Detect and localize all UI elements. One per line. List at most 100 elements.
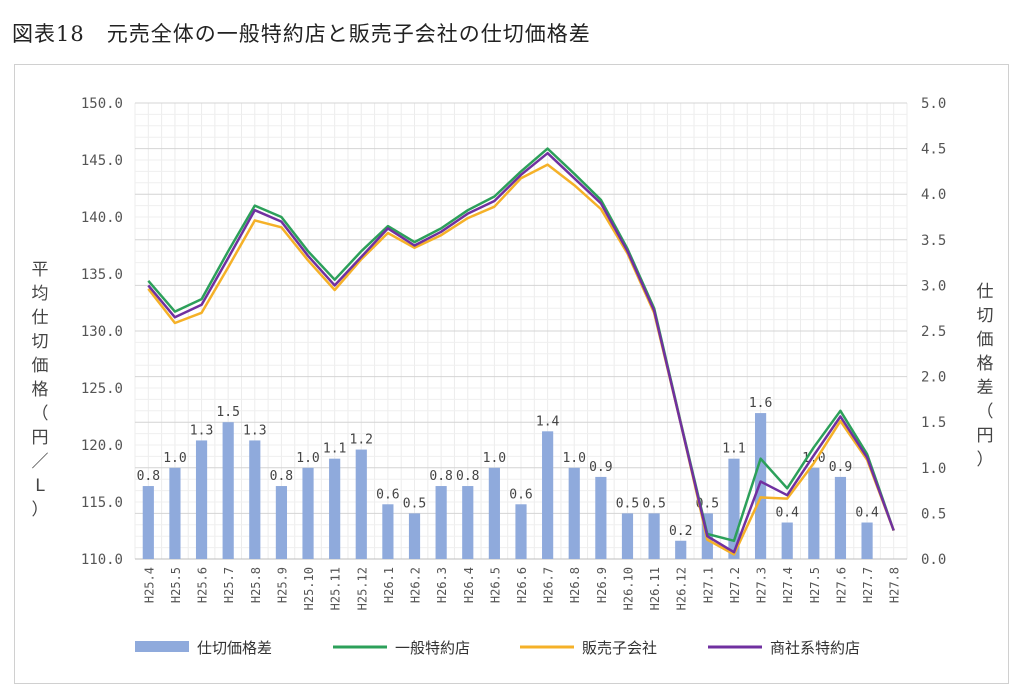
- bar-H25.9: [275, 486, 288, 559]
- x-tick-label: H27.2: [728, 567, 742, 603]
- combo-chart: 110.0 115.0 120.0 125.0 130.0 135.0 140.0 145.0…: [32, 96, 994, 657]
- line-一般特約店: [147, 147, 895, 543]
- bar-value-label: 0.8: [137, 469, 160, 484]
- bar-H25.10: [302, 467, 314, 559]
- bar-H25.5: [169, 467, 181, 559]
- legend-label: 商社系特約店: [770, 639, 860, 657]
- left-axis-tick-label: 145.0: [81, 153, 123, 169]
- right-axis-label-char: 円: [977, 426, 994, 446]
- bar-value-label: 0.8: [270, 469, 293, 484]
- chart-frame: 110.0 115.0 120.0 125.0 130.0 135.0 140.0 145.0…: [14, 64, 1009, 684]
- bar-H26.10: [621, 513, 634, 559]
- right-axis-label-char: 切: [977, 306, 994, 326]
- line-販売子会社: [147, 163, 895, 556]
- x-tick-label: H27.8: [888, 567, 902, 603]
- left-axis-label-char: 価: [32, 356, 49, 376]
- left-axis-label-char: 仕: [32, 308, 49, 328]
- right-axis-tick-label: 5.0: [921, 96, 946, 112]
- bar-H27.3: [754, 413, 767, 559]
- x-tick-label: H25.10: [302, 567, 316, 610]
- bar-H25.12: [355, 449, 367, 559]
- x-tick-label: H25.8: [249, 567, 263, 603]
- bar-H26.6: [515, 504, 527, 559]
- x-tick-label: H27.5: [808, 567, 822, 603]
- right-axis-tick-label: 4.5: [921, 142, 946, 158]
- left-axis-label-char: （: [32, 404, 49, 424]
- x-tick-label: H26.7: [542, 567, 556, 603]
- legend-label: 一般特約店: [395, 639, 470, 657]
- x-tick-label: H26.6: [515, 567, 529, 603]
- bar-H26.7: [542, 431, 554, 559]
- x-tick-label: H26.10: [621, 567, 635, 610]
- right-axis-label-char: ）: [977, 450, 994, 470]
- bar-value-label: 0.5: [403, 496, 426, 511]
- bar-H26.5: [488, 467, 500, 559]
- x-tick-label: H25.4: [142, 567, 156, 603]
- x-tick-label: H26.4: [462, 567, 476, 603]
- right-axis-label-char: 格: [977, 354, 994, 374]
- bar-value-label: 0.6: [376, 487, 399, 502]
- bar-value-label: 0.8: [429, 469, 452, 484]
- x-tick-label: H25.11: [329, 567, 343, 610]
- right-axis-tick-label: 2.5: [921, 324, 946, 340]
- bar-value-label: 1.0: [562, 451, 585, 466]
- bar-H26.12: [675, 540, 687, 559]
- bar-H26.11: [648, 513, 660, 559]
- bar-value-label: 0.6: [509, 487, 532, 502]
- x-tick-label: H27.7: [861, 567, 875, 603]
- bar-H27.7: [861, 522, 873, 559]
- x-tick-label: H26.8: [568, 567, 582, 603]
- legend-label: 仕切価格差: [197, 639, 272, 657]
- legend-label: 販売子会社: [582, 639, 657, 657]
- bar-H26.2: [408, 513, 421, 559]
- bar-value-label: 1.0: [163, 451, 186, 466]
- bar-H27.4: [781, 522, 793, 559]
- left-axis-label-char: ）: [32, 500, 49, 520]
- bar-value-label: 0.2: [669, 524, 692, 539]
- line-商社系特約店: [147, 151, 895, 554]
- left-axis-label-char: L: [35, 476, 45, 496]
- x-tick-label: H25.6: [196, 567, 210, 603]
- x-tick-label: H27.6: [834, 567, 848, 603]
- bar-H25.8: [249, 440, 261, 559]
- bar-H26.3: [435, 486, 447, 559]
- left-axis-tick-label: 135.0: [81, 267, 123, 283]
- right-axis-tick-label: 2.0: [921, 370, 946, 386]
- x-tick-label: H26.5: [488, 567, 502, 603]
- bar-value-label: 0.4: [855, 506, 879, 521]
- bar-H26.9: [595, 476, 607, 559]
- x-tick-label: H26.12: [675, 567, 689, 610]
- bar-value-label: 1.0: [296, 451, 319, 466]
- right-axis-tick-label: 1.0: [921, 461, 946, 477]
- left-axis-label-char: 切: [32, 332, 49, 352]
- x-tick-label: H25.12: [355, 567, 369, 610]
- left-axis-tick-label: 130.0: [81, 324, 123, 340]
- left-axis-tick-label: 120.0: [81, 438, 123, 454]
- bar-value-label: 1.3: [190, 423, 213, 438]
- x-tick-label: H27.4: [781, 567, 795, 603]
- right-axis-label-char: 価: [977, 330, 994, 350]
- bar-value-label: 1.6: [749, 396, 772, 411]
- right-axis-tick-label: 3.0: [921, 278, 946, 294]
- bar-H25.6: [195, 440, 208, 559]
- bar-value-label: 1.2: [350, 433, 373, 448]
- x-tick-label: H26.11: [648, 567, 662, 610]
- x-tick-label: H25.5: [169, 567, 183, 603]
- bar-H27.2: [728, 458, 740, 559]
- bar-value-label: 1.0: [483, 451, 506, 466]
- x-tick-label: H26.2: [409, 567, 423, 603]
- bar-value-label: 0.9: [589, 460, 612, 475]
- right-axis-tick-label: 0.0: [921, 552, 946, 568]
- right-axis-tick-label: 4.0: [921, 187, 946, 203]
- left-axis-label-char: ／: [32, 452, 49, 472]
- right-axis-label-char: 仕: [977, 282, 994, 302]
- left-axis-label-char: 平: [32, 260, 49, 280]
- bar-value-label: 0.5: [616, 496, 639, 511]
- right-axis-tick-label: 3.5: [921, 233, 946, 249]
- bar-value-label: 1.1: [323, 442, 346, 457]
- left-axis-tick-label: 115.0: [81, 495, 123, 511]
- bar-H27.6: [834, 476, 847, 559]
- bar-H25.7: [222, 422, 234, 559]
- left-axis-tick-label: 125.0: [81, 381, 123, 397]
- bar-H27.5: [808, 467, 820, 559]
